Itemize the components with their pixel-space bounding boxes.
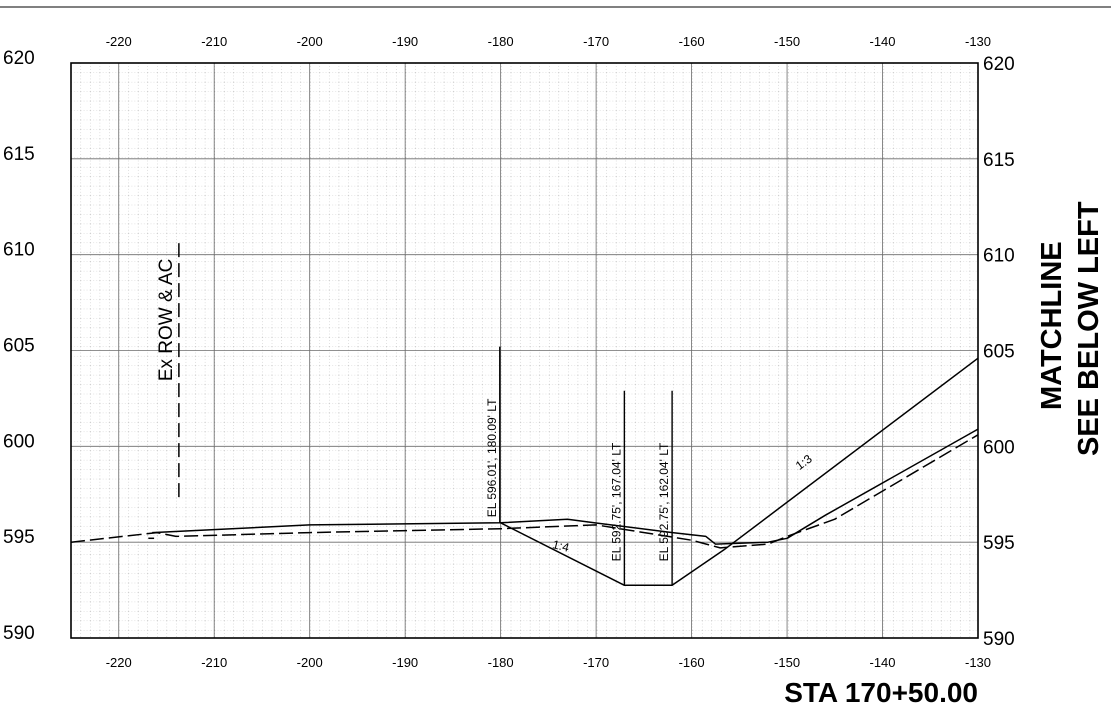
y-tick-label-right: 610 — [983, 246, 1015, 267]
y-tick-label-left: 595 — [3, 527, 35, 548]
x-tick-label-top: -190 — [392, 34, 418, 49]
x-tick-label-bottom: -150 — [774, 655, 800, 670]
elevation-callout-label: EL 592.75', 167.04' LT — [609, 442, 623, 561]
x-tick-label-bottom: -160 — [679, 655, 705, 670]
x-tick-label-bottom: -170 — [583, 655, 609, 670]
see-below-left-label: SEE BELOW LEFT — [1073, 201, 1105, 456]
x-tick-label-bottom: -180 — [488, 655, 514, 670]
y-tick-label-left: 590 — [3, 623, 35, 644]
proposed-ditch-line — [500, 357, 979, 587]
x-axis-top-labels: -220 -210 -200 -190 -180 -170 -160 -150 -140 -130 — [106, 34, 991, 49]
x-tick-label-bottom: -140 — [870, 655, 896, 670]
x-tick-label-top: -140 — [870, 34, 896, 49]
y-tick-label-left: 620 — [3, 48, 35, 69]
x-tick-label-top: -130 — [965, 34, 991, 49]
x-tick-label-top: -160 — [679, 34, 705, 49]
elevation-callout-label: EL 596.01', 180.09' LT — [485, 398, 499, 517]
elevation-callout-label: EL 592.75', 162.04' LT — [657, 442, 671, 561]
x-tick-label-bottom: -210 — [201, 655, 227, 670]
x-tick-label-top: -180 — [488, 34, 514, 49]
x-tick-label-bottom: -130 — [965, 655, 991, 670]
annotations: EL 596.01', 180.09' LT EL 592.75', 167.04… — [156, 243, 815, 586]
x-tick-label-top: -220 — [106, 34, 132, 49]
y-axis-right-labels: 620 615 610 605 600 595 590 — [983, 54, 1015, 650]
y-tick-label-left: 605 — [3, 336, 35, 357]
y-axis-left-labels: 620 615 610 605 600 595 590 — [3, 48, 35, 644]
plot-frame — [70, 62, 979, 639]
station-title: STA 170+50.00 — [784, 677, 978, 708]
matchline-label: MATCHLINE — [1036, 241, 1068, 410]
x-tick-label-top: -200 — [297, 34, 323, 49]
plot-area — [70, 62, 979, 639]
row-ac-label: Ex ROW & AC — [156, 259, 177, 381]
slope-ratio-label: 1:4 — [551, 537, 571, 555]
x-tick-label-top: -210 — [201, 34, 227, 49]
x-tick-label-bottom: -200 — [297, 655, 323, 670]
y-tick-label-right: 620 — [983, 54, 1015, 75]
y-tick-label-right: 615 — [983, 150, 1015, 171]
y-tick-label-left: 600 — [3, 431, 35, 452]
y-tick-label-left: 610 — [3, 240, 35, 261]
x-tick-label-bottom: -220 — [106, 655, 132, 670]
y-tick-label-right: 590 — [983, 629, 1015, 650]
x-axis-bottom-labels: -220 -210 -200 -190 -180 -170 -160 -150 -140 -130 — [106, 655, 991, 670]
y-tick-label-right: 600 — [983, 437, 1015, 458]
y-tick-label-right: 605 — [983, 342, 1015, 363]
y-tick-label-right: 595 — [983, 533, 1015, 554]
x-tick-label-top: -150 — [774, 34, 800, 49]
y-tick-label-left: 615 — [3, 144, 35, 165]
profile-lines — [70, 357, 979, 587]
x-tick-label-bottom: -190 — [392, 655, 418, 670]
major-grid — [71, 63, 978, 638]
existing-ground-dashed-line — [70, 434, 979, 549]
x-tick-label-top: -170 — [583, 34, 609, 49]
